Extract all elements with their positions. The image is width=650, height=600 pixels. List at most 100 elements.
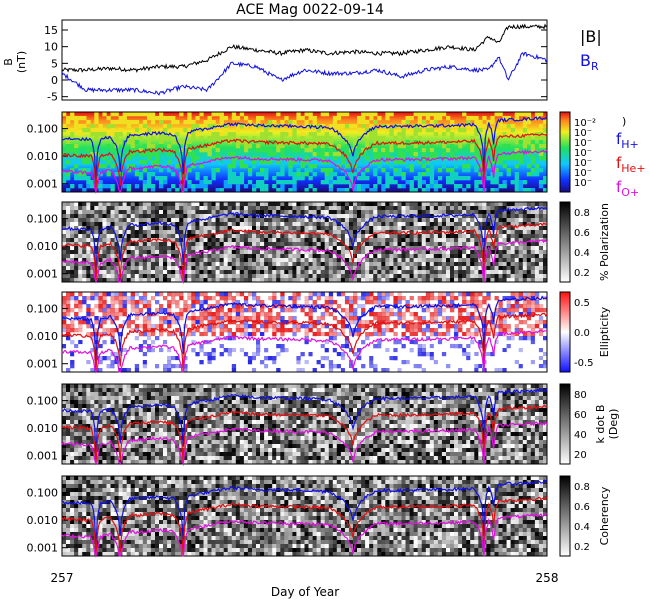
p3-cell xyxy=(296,262,301,267)
p2-cell xyxy=(118,132,123,137)
p2-cell xyxy=(502,180,507,185)
p4-cell xyxy=(163,356,168,361)
p3-cell xyxy=(155,258,160,263)
p3-cell xyxy=(203,210,208,215)
p3-cell xyxy=(171,214,176,219)
p3-cell xyxy=(219,246,224,251)
p3-cell xyxy=(195,210,200,215)
p2-cell xyxy=(70,184,75,189)
p4-cell xyxy=(155,292,160,297)
p2-cell xyxy=(187,148,192,153)
p4-cell xyxy=(284,360,289,365)
p4-cell xyxy=(146,348,152,353)
p2-cell xyxy=(167,152,172,157)
p4-cell xyxy=(316,292,321,297)
p3-cell xyxy=(466,218,471,223)
p3-cell xyxy=(441,222,447,227)
power-colorbar xyxy=(559,111,571,193)
p3-cell xyxy=(256,234,261,239)
p2-cell xyxy=(421,180,426,185)
p2-cell xyxy=(361,148,366,153)
p3-cell xyxy=(264,250,269,255)
p4-cell xyxy=(506,324,511,329)
p4-cell xyxy=(207,312,212,317)
p3-cell xyxy=(304,226,309,231)
p3-cell xyxy=(369,254,374,259)
p4-cell xyxy=(478,328,483,333)
p2-cell xyxy=(252,184,257,189)
p3-cell xyxy=(280,226,285,231)
p2-cell xyxy=(454,176,459,181)
p2-cell xyxy=(70,148,75,153)
p3-cell xyxy=(215,218,220,223)
p3-cell xyxy=(332,238,338,243)
p2-cell xyxy=(78,172,83,177)
p3-cell xyxy=(167,246,172,251)
p4-cell xyxy=(446,324,451,329)
p4-cell xyxy=(470,324,475,329)
p3-cell xyxy=(409,270,414,275)
p2-cell xyxy=(235,124,241,129)
p4-cell xyxy=(150,348,156,353)
p4-cell xyxy=(506,296,511,301)
p3-cell xyxy=(506,234,511,239)
p3-cell xyxy=(82,214,87,219)
p3-cell xyxy=(328,274,334,279)
p3-cell xyxy=(195,262,200,267)
p3-cell xyxy=(409,258,414,263)
p2-cell xyxy=(146,156,152,161)
p3-cell xyxy=(474,246,479,251)
p3-cell xyxy=(211,234,216,239)
p3-cell xyxy=(239,278,245,283)
p2-cell xyxy=(413,132,418,137)
p3-cell xyxy=(534,246,540,251)
p4-cell xyxy=(243,328,249,333)
p3-cell xyxy=(433,210,439,215)
p2-cell xyxy=(373,172,378,177)
p4-cell xyxy=(284,328,289,333)
p4-cell xyxy=(437,312,443,317)
p4-cell xyxy=(134,328,140,333)
p3-cell xyxy=(94,214,99,219)
p3-cell xyxy=(114,234,119,239)
p2-cell xyxy=(518,140,523,145)
p3-cell xyxy=(526,250,532,255)
p3-cell xyxy=(361,214,366,219)
p2-cell xyxy=(296,144,301,149)
p4-cell xyxy=(276,348,281,353)
p3-cell xyxy=(526,258,532,263)
p3-cell xyxy=(272,202,277,207)
p3-cell xyxy=(191,278,196,283)
p4-cell xyxy=(369,340,374,345)
p3-cell xyxy=(498,238,503,243)
p4-cell xyxy=(280,316,285,321)
p3-cell xyxy=(292,238,297,243)
p4-cell xyxy=(78,308,83,313)
p4-cell xyxy=(304,328,309,333)
p2-cell xyxy=(183,128,188,133)
p4-cell xyxy=(462,348,467,353)
p4-cell xyxy=(498,312,503,317)
p4-cell xyxy=(122,344,127,349)
p2-cell xyxy=(252,164,257,169)
p3-cell xyxy=(280,254,285,259)
p3-cell xyxy=(94,202,99,207)
p3-cell xyxy=(349,266,354,271)
p3-cell xyxy=(433,206,439,211)
p2-cell xyxy=(385,116,390,121)
p2-cell xyxy=(450,120,455,125)
p4-cell xyxy=(486,348,491,353)
p3-cell xyxy=(328,210,334,215)
p3-cell xyxy=(312,270,317,275)
p3-cell xyxy=(518,266,523,271)
p2-cell xyxy=(353,124,358,129)
p4-cell xyxy=(223,292,228,297)
p2-cell xyxy=(118,116,123,121)
p2-cell xyxy=(227,184,232,189)
p2-cell xyxy=(502,156,507,161)
p3-cell xyxy=(478,274,483,279)
p3-cell xyxy=(510,274,515,279)
p3-cell xyxy=(118,226,123,231)
p2-cell xyxy=(211,120,216,125)
p2-cell xyxy=(227,164,232,169)
